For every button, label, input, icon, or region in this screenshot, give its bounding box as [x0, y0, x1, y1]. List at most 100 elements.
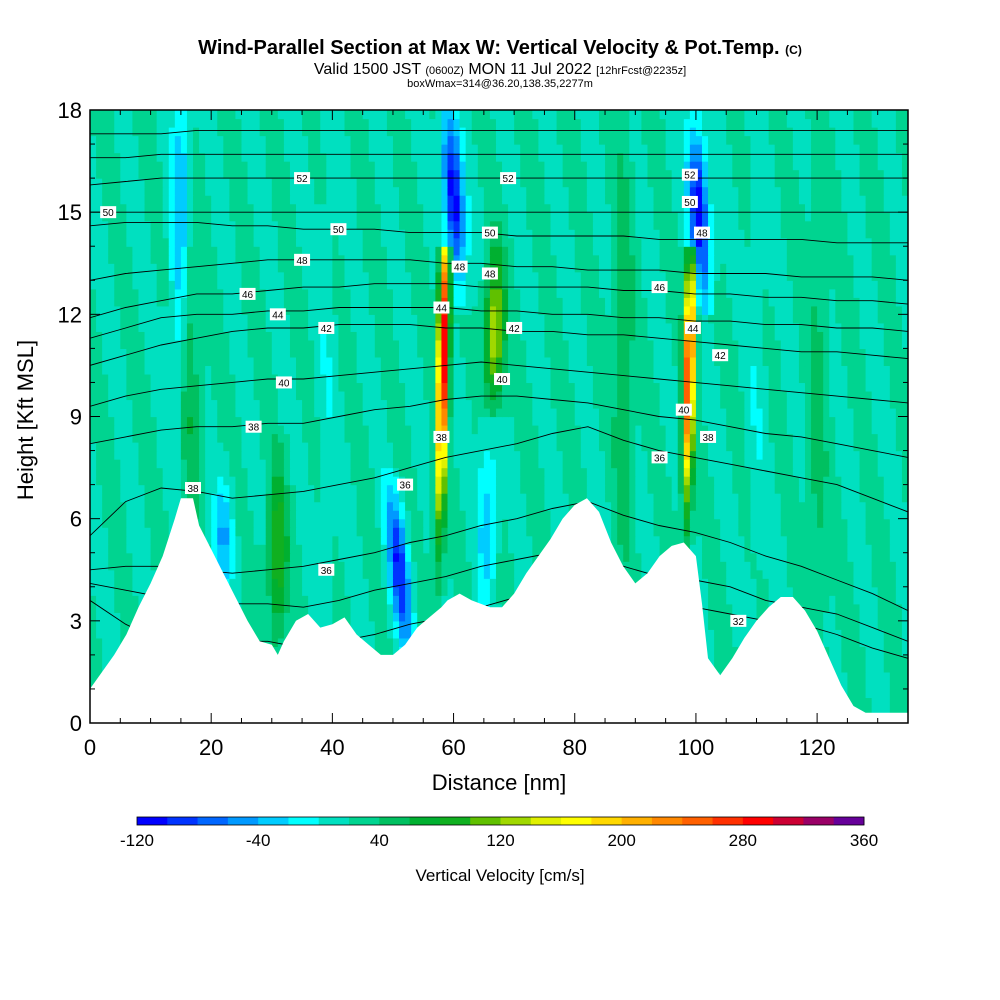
velocity-cell [877, 484, 885, 494]
velocity-cell [889, 697, 897, 707]
velocity-cell [750, 612, 758, 622]
velocity-cell [689, 425, 697, 435]
velocity-cell [877, 578, 885, 588]
velocity-cell [580, 484, 588, 494]
velocity-cell [483, 501, 491, 511]
velocity-cell [865, 612, 873, 622]
velocity-cell [526, 544, 533, 554]
velocity-cell [429, 459, 436, 469]
velocity-cell [617, 484, 624, 494]
velocity-cell [732, 637, 739, 647]
velocity-cell [199, 467, 206, 477]
velocity-cell [320, 501, 327, 511]
velocity-cell [150, 552, 158, 562]
velocity-cell [895, 459, 903, 469]
velocity-cell [780, 425, 788, 435]
velocity-cell [865, 476, 873, 486]
velocity-cell [96, 654, 103, 664]
velocity-cell [732, 586, 739, 596]
velocity-cell [901, 501, 908, 511]
velocity-cell [847, 459, 855, 469]
velocity-cell [756, 459, 764, 469]
velocity-cell [847, 501, 855, 511]
velocity-cell [259, 578, 267, 588]
velocity-cell [823, 544, 830, 554]
velocity-cell [726, 637, 733, 647]
velocity-cell [526, 407, 533, 418]
velocity-cell [877, 603, 885, 613]
velocity-cell [326, 510, 333, 520]
velocity-cell [714, 459, 721, 469]
velocity-cell [629, 535, 636, 545]
velocity-cell [235, 569, 243, 579]
velocity-cell [338, 535, 346, 545]
velocity-cell [350, 407, 358, 418]
velocity-cell [635, 544, 642, 554]
velocity-cell [374, 425, 382, 435]
velocity-cell [495, 467, 503, 477]
velocity-cell [435, 484, 443, 494]
velocity-cell [223, 476, 230, 486]
velocity-cell [350, 467, 358, 477]
velocity-cell [253, 501, 261, 511]
velocity-cell [265, 527, 273, 537]
velocity-cell [792, 467, 800, 477]
velocity-cell [611, 544, 618, 554]
velocity-cell [296, 535, 303, 545]
velocity-cell [411, 603, 418, 613]
velocity-cell [865, 416, 873, 426]
velocity-cell [538, 535, 546, 545]
velocity-cell [362, 595, 370, 605]
velocity-cell [483, 484, 491, 494]
velocity-cell [332, 510, 340, 520]
velocity-cell [720, 586, 727, 596]
velocity-cell [241, 476, 249, 486]
velocity-cell [132, 450, 140, 460]
velocity-cell [162, 476, 170, 486]
velocity-cell [762, 561, 770, 571]
velocity-cell [296, 501, 303, 511]
velocity-cell [314, 467, 321, 477]
velocity-cell [144, 561, 152, 571]
velocity-cell [786, 442, 794, 452]
velocity-cell [386, 535, 394, 545]
velocity-cell [235, 425, 243, 435]
velocity-cell [138, 433, 146, 443]
velocity-cell [556, 467, 564, 477]
velocity-cell [186, 416, 194, 426]
velocity-cell [229, 467, 237, 477]
velocity-cell [392, 552, 400, 562]
velocity-cell [465, 450, 473, 460]
velocity-cell [435, 442, 443, 452]
velocity-cell [774, 407, 782, 418]
velocity-cell [598, 425, 606, 435]
velocity-cell [568, 433, 576, 443]
velocity-cell [859, 612, 867, 622]
velocity-cell [514, 407, 521, 418]
velocity-cell [356, 484, 364, 494]
velocity-cell [804, 510, 812, 520]
velocity-cell [471, 476, 479, 486]
velocity-cell [271, 578, 279, 588]
velocity-cell [829, 476, 836, 486]
velocity-cell [283, 442, 291, 452]
velocity-cell [720, 501, 727, 511]
velocity-cell [120, 603, 127, 613]
velocity-cell [708, 442, 715, 452]
velocity-cell [326, 552, 333, 562]
velocity-cell [726, 510, 733, 520]
velocity-cell [259, 552, 267, 562]
velocity-cell [362, 561, 370, 571]
velocity-cell [605, 450, 612, 460]
velocity-cell [156, 459, 164, 469]
velocity-cell [447, 535, 455, 545]
velocity-cell [405, 433, 412, 443]
velocity-cell [296, 493, 303, 503]
velocity-cell [768, 586, 776, 596]
velocity-cell [804, 484, 812, 494]
velocity-cell [405, 569, 412, 579]
velocity-cell [580, 425, 588, 435]
velocity-cell [350, 535, 358, 545]
velocity-cell [562, 459, 570, 469]
velocity-cell [350, 612, 358, 622]
